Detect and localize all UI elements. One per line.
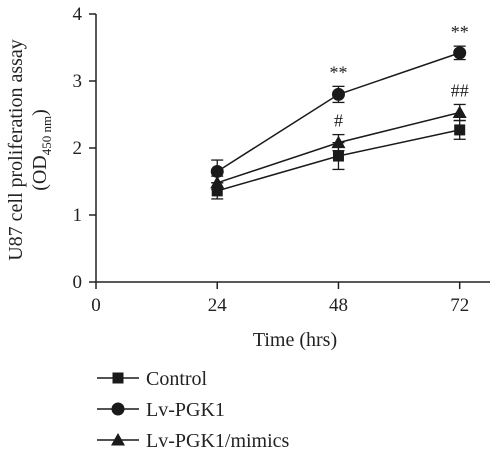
- significance-label: ##: [451, 80, 469, 100]
- y-tick-label: 0: [73, 272, 83, 293]
- y-tick-label: 3: [73, 71, 83, 92]
- triangle-marker: [210, 175, 225, 189]
- y-tick-label: 2: [73, 138, 83, 159]
- triangle-marker: [331, 135, 346, 149]
- square-marker: [211, 185, 223, 197]
- legend-label: Control: [146, 368, 208, 390]
- legend-item: Lv-PGK1: [97, 399, 225, 421]
- y-axis-unit-suffix: ): [29, 109, 51, 116]
- y-axis-unit-prefix: (OD: [29, 155, 51, 191]
- x-tick-label: 0: [91, 295, 101, 316]
- square-marker: [112, 372, 124, 384]
- circle-marker: [453, 46, 467, 60]
- circle-marker: [111, 402, 125, 416]
- y-tick-label: 1: [73, 205, 83, 226]
- y-axis-title: U87 cell proliferation assay (OD450 nm): [5, 39, 54, 261]
- y-axis-title-line2: (OD450 nm): [29, 109, 54, 191]
- series-layer: ****###: [210, 22, 469, 200]
- series-circle: ** **: [210, 22, 469, 184]
- square-marker: [454, 124, 466, 136]
- legend-item: Lv-PGK1/mimics: [97, 430, 290, 452]
- legend-label: Lv-PGK1: [146, 399, 225, 421]
- ticks: 0 1 2 3 4 0 24 48 72: [73, 4, 470, 316]
- circle-marker: [331, 87, 345, 101]
- series-square: [211, 119, 466, 200]
- triangle-marker: [452, 105, 467, 118]
- triangle-marker: [111, 433, 125, 446]
- x-tick-label: 24: [208, 295, 228, 316]
- x-axis-title: Time (hrs): [253, 329, 337, 351]
- x-tick-label: 48: [329, 295, 348, 316]
- y-tick-label: 4: [73, 4, 83, 25]
- significance-label: **: [451, 22, 469, 42]
- legend: Control Lv-PGK1 Lv-PGK1/mimics: [97, 368, 290, 452]
- y-axis-unit-subscript: 450 nm: [39, 116, 54, 155]
- circle-marker: [210, 164, 224, 178]
- significance-label: #: [334, 111, 343, 131]
- x-tick-label: 72: [450, 295, 469, 316]
- series-triangle: ###: [210, 80, 469, 191]
- legend-label: Lv-PGK1/mimics: [146, 430, 290, 452]
- legend-item: Control: [97, 368, 208, 390]
- y-axis-title-line1: U87 cell proliferation assay: [5, 39, 27, 261]
- axes: [95, 14, 490, 283]
- significance-label: **: [329, 62, 347, 82]
- square-marker: [332, 150, 344, 162]
